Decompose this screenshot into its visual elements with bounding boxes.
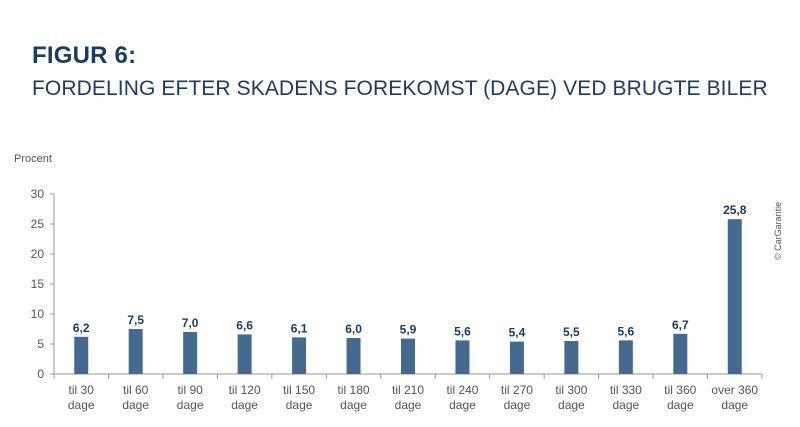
- bar: [237, 334, 252, 374]
- x-tick-label: dage: [395, 398, 422, 412]
- bar: [292, 337, 307, 374]
- x-tick-label: dage: [721, 398, 748, 412]
- y-tick-label: 5: [37, 337, 44, 351]
- data-label: 6,1: [291, 321, 308, 335]
- x-tick-label: til 150: [283, 383, 315, 397]
- x-tick-label: dage: [504, 398, 531, 412]
- x-tick-label: over 360: [711, 383, 758, 397]
- data-label: 6,6: [236, 318, 253, 332]
- x-tick-label: til 60: [123, 383, 149, 397]
- y-tick-label: 10: [31, 307, 45, 321]
- x-tick-label: dage: [340, 398, 367, 412]
- bar: [346, 338, 361, 374]
- bar: [401, 338, 415, 374]
- bar: [128, 329, 143, 374]
- x-tick-label: til 330: [610, 383, 642, 397]
- x-tick-label: til 360: [664, 383, 696, 397]
- data-label: 5,4: [509, 326, 526, 340]
- x-tick-label: til 210: [392, 383, 424, 397]
- data-label: 5,6: [618, 324, 635, 338]
- bar: [673, 333, 688, 374]
- y-tick-label: 25: [31, 217, 45, 231]
- y-tick-label: 20: [31, 247, 45, 261]
- copyright-text: © CarGarantie: [773, 201, 783, 260]
- x-tick-label: dage: [177, 398, 204, 412]
- x-tick-label: til 300: [555, 383, 587, 397]
- bar: [183, 332, 198, 374]
- data-label: 6,7: [672, 318, 689, 332]
- data-label: 6,0: [345, 322, 362, 336]
- x-tick-label: til 30: [69, 383, 95, 397]
- y-axis: 0 5 10 15 20 25 30: [31, 187, 55, 381]
- data-label: 6,2: [73, 321, 90, 335]
- x-tick-label: dage: [231, 398, 258, 412]
- data-label: 5,6: [454, 324, 471, 338]
- x-tick-label: til 90: [177, 383, 203, 397]
- y-axis-label: Procent: [14, 153, 52, 165]
- chart-title: FORDELING EFTER SKADENS FOREKOMST (DAGE)…: [32, 77, 768, 100]
- x-tick-label: dage: [558, 398, 585, 412]
- bar: [74, 336, 89, 374]
- x-tick-label: dage: [612, 398, 639, 412]
- x-tick-label: til 120: [229, 383, 261, 397]
- data-label: 7,5: [127, 313, 144, 327]
- data-label: 25,8: [723, 203, 747, 217]
- data-label: 5,9: [400, 323, 417, 337]
- x-tick-label: dage: [667, 398, 694, 412]
- x-tick-label: til 240: [446, 383, 478, 397]
- x-tick-label: dage: [449, 398, 476, 412]
- bars: [74, 219, 742, 374]
- x-tick-label: dage: [68, 398, 95, 412]
- x-tick-label: dage: [286, 398, 313, 412]
- data-label: 7,0: [182, 316, 199, 330]
- bar: [455, 340, 470, 374]
- x-tick-label: til 180: [338, 383, 370, 397]
- bar: [509, 341, 524, 374]
- data-label: 5,5: [563, 325, 580, 339]
- bar: [564, 341, 579, 374]
- bar: [727, 219, 742, 374]
- y-tick-label: 0: [37, 367, 44, 381]
- x-tick-label: dage: [122, 398, 149, 412]
- value-labels: 6,2 7,5 7,0 6,6 6,1 6,0 5,9 5,6 5,4 5,5 5,6 6,7 25,8: [73, 203, 747, 339]
- y-tick-label: 15: [31, 277, 45, 291]
- figure-label: FIGUR 6:: [32, 42, 137, 69]
- y-tick-label: 30: [31, 187, 45, 201]
- x-axis: [53, 373, 763, 379]
- bar: [618, 340, 633, 374]
- x-tick-label: til 270: [501, 383, 533, 397]
